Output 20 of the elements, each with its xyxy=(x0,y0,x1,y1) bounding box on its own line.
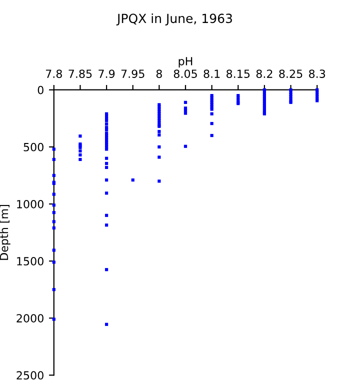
y-tick-label: 1500 xyxy=(17,257,44,266)
x-tick-label: 8.2 xyxy=(256,70,272,78)
y-tick-label: 0 xyxy=(38,86,44,94)
x-tick-label: 7.8 xyxy=(46,70,62,78)
y-axis-title: Depth [m] xyxy=(0,205,10,260)
x-axis-title: pH xyxy=(178,57,192,68)
y-tick-label: 2000 xyxy=(16,314,44,322)
x-tick-label: 8.1 xyxy=(204,70,220,78)
x-tick-label: 8.05 xyxy=(174,70,197,78)
x-tick-label: 8.15 xyxy=(226,70,250,78)
x-tick-label: 7.85 xyxy=(68,70,92,78)
chart-title: JPQX in June, 1963 xyxy=(116,13,232,26)
x-tick-label: 8.25 xyxy=(279,70,302,78)
x-tick-label: 7.95 xyxy=(121,70,144,78)
y-tick-label: 1000 xyxy=(17,200,44,208)
y-tick-label: 2500 xyxy=(16,371,44,380)
x-tick-label: 8.3 xyxy=(309,70,326,78)
x-tick-label: 8 xyxy=(156,70,162,78)
x-tick-label: 7.9 xyxy=(98,70,115,78)
y-tick-label: 500 xyxy=(24,142,44,152)
